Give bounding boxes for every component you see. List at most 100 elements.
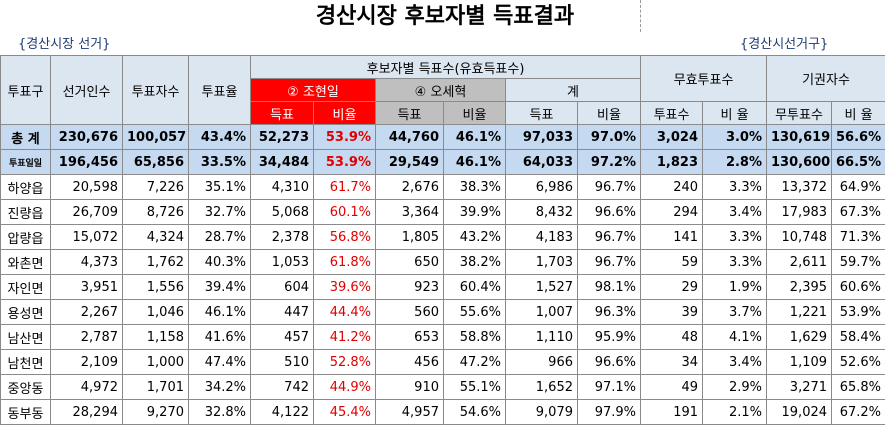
cell: 1,221 — [766, 299, 833, 325]
cell: 58.4% — [831, 324, 885, 350]
cell: 59 — [640, 249, 704, 275]
cell: 96.7% — [576, 249, 642, 275]
cell: 456 — [375, 349, 444, 375]
cell: 96.3% — [576, 299, 642, 325]
cell: 39.9% — [443, 199, 506, 225]
cell: 9,079 — [505, 399, 578, 425]
cell: 742 — [250, 374, 314, 400]
cell: 1,701 — [122, 374, 189, 400]
cell: 4,183 — [505, 224, 578, 250]
cell: 39 — [640, 299, 704, 325]
cell: 510 — [250, 349, 314, 375]
cell: 44.9% — [313, 374, 376, 400]
cell: 33.5% — [188, 149, 251, 175]
cell: 53.9% — [313, 149, 376, 175]
cell: 3,364 — [375, 199, 444, 225]
cell: 3.4% — [702, 199, 768, 225]
cell: 26,709 — [50, 199, 123, 225]
cell: 96.7% — [576, 174, 642, 200]
cell: 43.2% — [443, 224, 506, 250]
table-row: 남천면 2,109 1,000 47.4% 510 52.8% 456 47.2% 966 96.… — [0, 349, 885, 375]
cell: 52.8% — [313, 349, 376, 375]
cell: 2,676 — [375, 174, 444, 200]
sub-header: 득표 — [250, 101, 314, 125]
cell: 2.1% — [702, 399, 768, 425]
cell: 65.8% — [831, 374, 885, 400]
cell: 4,310 — [250, 174, 314, 200]
cell: 4,972 — [50, 374, 123, 400]
cell: 34 — [640, 349, 704, 375]
cell: 71.3% — [831, 224, 885, 250]
row-label: 남산면 — [0, 324, 51, 350]
cell: 130,600 — [766, 149, 833, 175]
sub-header: 비율 — [576, 101, 642, 125]
cell: 55.6% — [443, 299, 506, 325]
cell: 66.5% — [831, 149, 885, 175]
cell: 97.9% — [576, 399, 642, 425]
cell: 560 — [375, 299, 444, 325]
cell: 41.6% — [188, 324, 251, 350]
cell: 1,158 — [122, 324, 189, 350]
table-row: 중앙동 4,972 1,701 34.2% 742 44.9% 910 55.1% 1,652 9… — [0, 374, 885, 400]
results-table: 투표구 선거인수 투표자수 투표율 후보자별 득표수(유효득표수) 무효투표수 기권자수 ② … — [0, 55, 885, 425]
group-header: 후보자별 득표수(유효득표수) — [249, 55, 642, 79]
cell: 3,951 — [50, 274, 123, 300]
table-row: 압량읍 15,072 4,324 28.7% 2,378 56.8% 1,805 43.2% 4… — [0, 224, 885, 250]
table-row: 자인면 3,951 1,556 39.4% 604 39.6% 923 60.4% 1,527 9… — [0, 274, 885, 300]
cell: 32.7% — [188, 199, 251, 225]
cell: 1,762 — [122, 249, 189, 275]
cell: 54.6% — [443, 399, 506, 425]
cell: 65,856 — [122, 149, 189, 175]
header-row: 투표구 선거인수 투표자수 투표율 후보자별 득표수(유효득표수) 무효투표수 기권자수 — [0, 55, 885, 125]
sub-header: 득표 — [505, 101, 578, 125]
row-label: 총 계 — [0, 124, 51, 150]
cell: 240 — [640, 174, 704, 200]
cell: 10,748 — [766, 224, 833, 250]
cell: 55.1% — [443, 374, 506, 400]
row-label: 와촌면 — [0, 249, 51, 275]
cell: 5,068 — [250, 199, 314, 225]
cell: 56.6% — [831, 124, 885, 150]
cell: 9,270 — [122, 399, 189, 425]
cell: 966 — [505, 349, 578, 375]
cell: 49 — [640, 374, 704, 400]
cell: 44.4% — [313, 299, 376, 325]
cell: 43.4% — [188, 124, 251, 150]
cell: 97,033 — [505, 124, 578, 150]
cell: 923 — [375, 274, 444, 300]
cell: 2,378 — [250, 224, 314, 250]
cell: 650 — [375, 249, 444, 275]
cell: 34,484 — [250, 149, 314, 175]
row-label: 용성면 — [0, 299, 51, 325]
cell: 3.4% — [702, 349, 768, 375]
candidate-header: ② 조현일 — [250, 78, 376, 102]
cell: 64.9% — [831, 174, 885, 200]
cell: 41.2% — [313, 324, 376, 350]
cell: 34.2% — [188, 374, 251, 400]
table-row: 남산면 2,787 1,158 41.6% 457 41.2% 653 58.8% 1,110 9… — [0, 324, 885, 350]
cell: 4,373 — [50, 249, 123, 275]
cell: 294 — [640, 199, 704, 225]
cell: 53.9% — [831, 299, 885, 325]
cell: 28,294 — [50, 399, 123, 425]
cell: 40.3% — [188, 249, 251, 275]
cell: 100,057 — [122, 124, 189, 150]
table-head: 투표구 선거인수 투표자수 투표율 후보자별 득표수(유효득표수) 무효투표수 기권자수 ② … — [0, 55, 885, 125]
cell: 4,122 — [250, 399, 314, 425]
cell: 447 — [250, 299, 314, 325]
cell: 2.9% — [702, 374, 768, 400]
sub-header: 투표수 — [640, 101, 704, 125]
cell: 1,703 — [505, 249, 578, 275]
cell: 4,957 — [375, 399, 444, 425]
cell: 1,629 — [766, 324, 833, 350]
cell: 97.1% — [576, 374, 642, 400]
cell: 61.8% — [313, 249, 376, 275]
cell: 39.6% — [313, 274, 376, 300]
cell: 1,046 — [122, 299, 189, 325]
cell: 46.1% — [443, 149, 506, 175]
cell: 60.4% — [443, 274, 506, 300]
cell: 52,273 — [250, 124, 314, 150]
cell: 29,549 — [375, 149, 444, 175]
cell: 52.6% — [831, 349, 885, 375]
cell: 60.6% — [831, 274, 885, 300]
